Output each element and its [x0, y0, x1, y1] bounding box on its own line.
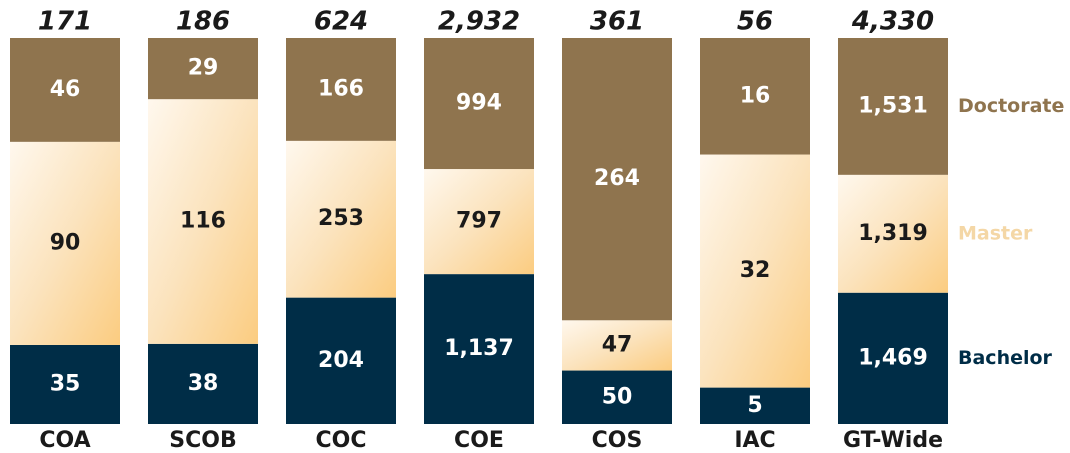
x-tick-label: COE	[454, 428, 504, 453]
x-tick-label: COA	[39, 428, 90, 453]
bar-segment	[148, 343, 258, 424]
bar-segment	[562, 370, 672, 424]
value-label: 994	[456, 91, 502, 116]
total-label: 4,330	[851, 7, 934, 37]
value-label: 35	[50, 371, 81, 396]
x-tick-label: SCOB	[169, 428, 236, 453]
legend-label: Doctorate	[958, 95, 1064, 117]
bar-segment	[838, 38, 948, 175]
total-label: 624	[314, 7, 368, 37]
value-label: 29	[188, 56, 219, 81]
total-label: 186	[176, 7, 230, 37]
value-label: 1,531	[858, 93, 928, 118]
bar-segment	[286, 297, 396, 424]
value-label: 50	[602, 384, 633, 409]
bar-segment	[10, 141, 120, 345]
bar-segment	[838, 174, 948, 293]
bar-segment	[286, 38, 396, 141]
bar-segment	[700, 154, 810, 388]
value-label: 797	[456, 209, 502, 234]
bar-segment	[424, 38, 534, 170]
x-tick-label: GT-Wide	[843, 428, 943, 453]
value-label: 204	[318, 348, 364, 373]
bar-segment	[424, 274, 534, 424]
value-label: 38	[188, 371, 219, 396]
value-label: 16	[740, 83, 771, 108]
bar-segment	[148, 38, 258, 100]
legend-label: Bachelor	[958, 347, 1053, 369]
bar-segment	[10, 344, 120, 424]
value-label: 1,319	[858, 221, 928, 246]
bar-segment	[148, 99, 258, 344]
x-tick-label: COS	[592, 428, 643, 453]
value-label: 1,137	[444, 336, 514, 361]
bar-segment	[700, 38, 810, 155]
value-label: 166	[318, 76, 364, 101]
total-label: 56	[737, 7, 773, 37]
total-label: 2,932	[438, 7, 520, 37]
legend-label: Master	[958, 222, 1033, 244]
total-label: 361	[590, 7, 644, 37]
value-label: 253	[318, 206, 364, 231]
value-label: 5	[747, 393, 762, 418]
bar-segment	[562, 320, 672, 371]
value-label: 1,469	[858, 345, 928, 370]
bar-segment	[700, 387, 810, 424]
value-label: 46	[50, 77, 81, 102]
value-label: 47	[602, 332, 633, 357]
bar-segment	[10, 38, 120, 142]
total-label: 171	[38, 7, 92, 37]
value-label: 32	[740, 258, 771, 283]
value-label: 116	[180, 209, 226, 234]
bar-segment	[286, 140, 396, 298]
value-label: 90	[50, 230, 81, 255]
bar-segment	[424, 169, 534, 275]
value-label: 264	[594, 166, 640, 191]
x-tick-label: IAC	[734, 428, 775, 453]
bar-segment	[562, 38, 672, 321]
bar-segment	[838, 292, 948, 424]
x-tick-label: COC	[316, 428, 367, 453]
